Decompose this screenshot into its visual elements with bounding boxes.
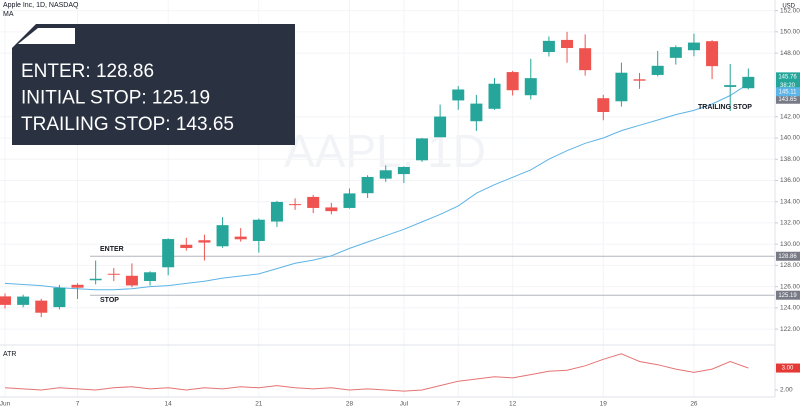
atr-badge-label: 3.00 [782,366,794,372]
x-tick-label: 21 [255,401,263,408]
ma-badge [776,87,800,97]
y-tick-label: 150.00 [780,29,800,36]
candle-body [506,72,519,91]
candle-body [162,239,175,268]
currency-label: USD [782,4,795,10]
candle-body [0,296,11,305]
y-tick-label: 140.00 [780,135,800,142]
info-box-text: ENTER: 128.86 INITIAL STOP: 125.19 TRAILIN… [21,61,234,135]
x-tick-label: 14 [165,401,173,408]
candle-body [234,236,247,240]
ma-badge-label: 145.11 [779,89,798,95]
level-badge-label: 143.65 [778,97,797,103]
candle-body [397,166,410,175]
candle-body [615,72,628,102]
plot-area [0,0,775,397]
level-badge-label: 125.19 [778,293,797,299]
candle-body [452,89,465,101]
x-tick-label: 19 [600,401,608,408]
candle-body [361,176,374,194]
info-box [12,24,295,145]
countdown-label: 38:20 [780,83,796,89]
x-tick-label: Jul [400,401,409,408]
candle-body [724,85,737,87]
candle-body [53,287,66,308]
level-label: ENTER [100,246,124,253]
x-tick-label: 26 [690,401,698,408]
x-tick-label: 12 [509,401,517,408]
candle-body [180,244,193,248]
level-badge-label: 128.86 [778,254,797,260]
level-label: TRAILING STOP [698,104,752,111]
x-tick-label: Jun [0,401,11,408]
y-tick-label: 138.00 [780,156,800,163]
atr-badge [776,363,800,373]
y-tick-label: 128.00 [780,262,800,269]
candle-body [107,273,120,275]
candle-body [379,170,392,179]
candle-body [252,219,265,241]
y-tick-label: 142.00 [780,113,800,120]
candle-body [651,65,664,75]
candle-body [415,138,428,161]
candle-body [542,40,555,53]
y-tick-label: 122.00 [780,326,800,333]
info-box-line: INITIAL STOP: 125.19 [21,88,210,109]
watermark: AAPL, 1D [284,125,486,177]
ma-legend: MA [3,11,14,18]
candle-body [270,201,283,222]
y-tick-label: 130.00 [780,241,800,248]
candle-body [488,83,501,109]
y-tick-label: 2.00 [780,387,793,394]
atr-legend: ATR [3,351,16,358]
candle-body [198,240,211,243]
atr-line [4,353,749,392]
y-tick-label: 148.00 [780,50,800,57]
y-tick-label: 134.00 [780,198,800,205]
y-tick-label: 126.00 [780,283,800,290]
candle-body [633,79,646,81]
level-badge [776,94,800,104]
candle-body [89,278,102,281]
last-price-label: 145.76 [778,74,797,80]
chart-title: Apple Inc, 1D, NASDAQ [3,2,79,9]
candle-body [597,98,610,112]
candle-body [742,76,755,89]
candle-body [307,196,320,208]
level-badge [776,290,800,300]
candle-body [434,116,447,138]
candle-body [144,272,157,281]
candle-body [325,207,338,212]
candle-body [343,193,356,208]
candle-body [71,284,84,288]
y-tick-label: 132.00 [780,220,800,227]
candle-body [579,48,592,71]
candle-body [470,103,483,122]
candle-body [706,41,719,67]
y-tick-label: 152.00 [780,7,800,14]
candle-body [524,78,537,96]
level-label: STOP [100,297,119,304]
candle-body [289,204,302,206]
x-tick-label: 28 [346,401,354,408]
last-price-badge [776,72,800,91]
candle-body [669,47,682,58]
info-box-fold [18,28,75,44]
y-tick-label: 136.00 [780,177,800,184]
info-box-line: TRAILING STOP: 143.65 [21,114,234,135]
candle-body [17,296,30,305]
candle-body [561,39,574,48]
ma-line [4,83,749,291]
candle-body [216,225,229,247]
info-box-line: ENTER: 128.86 [21,61,154,82]
candle-body [35,300,48,313]
x-tick-label: 7 [456,401,460,408]
candle-body [125,275,138,286]
x-tick-label: 7 [76,401,80,408]
y-tick-label: 124.00 [780,305,800,312]
candle-body [687,42,700,51]
level-badge [776,251,800,261]
